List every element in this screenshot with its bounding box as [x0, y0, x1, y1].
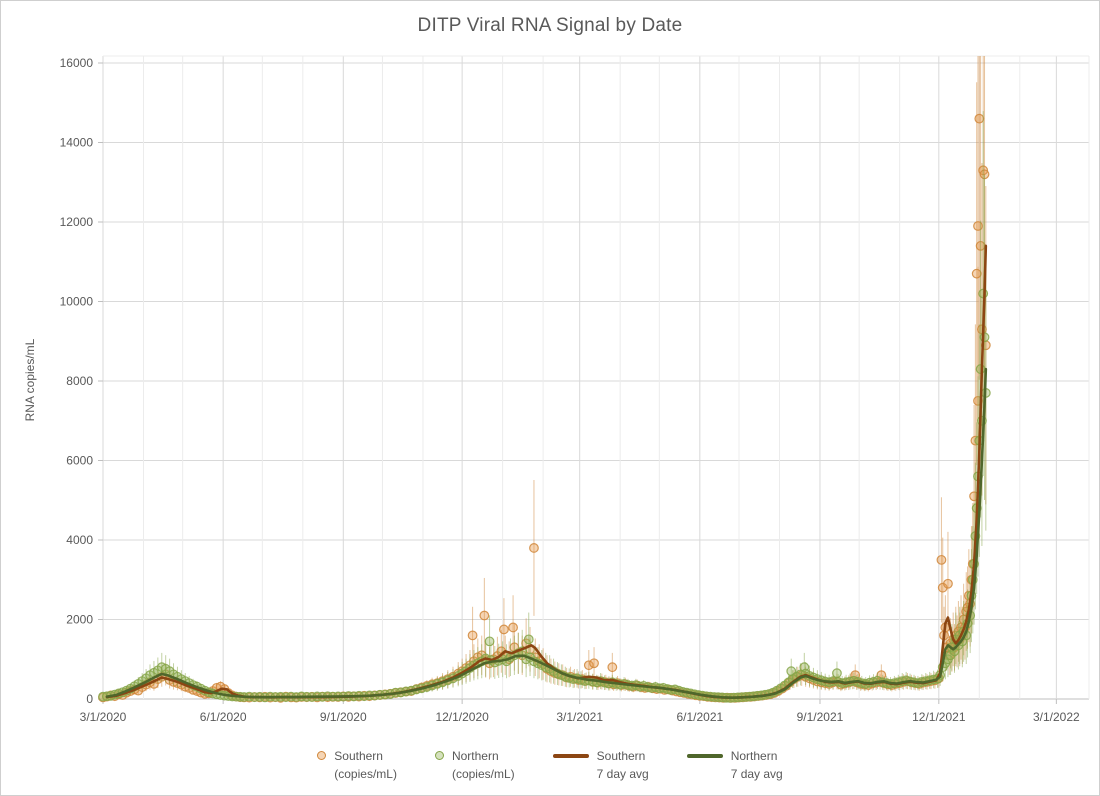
legend-item-southern-avg: Southern 7 day avg	[552, 748, 649, 783]
y-tick-label: 8000	[66, 374, 93, 388]
scatter-series	[98, 56, 991, 703]
data-point	[979, 332, 990, 343]
legend-label-line2: (copies/mL)	[334, 766, 397, 781]
avg-line	[105, 244, 988, 700]
y-tick-label: 16000	[60, 56, 94, 70]
legend-label: Northern 7 day avg	[731, 748, 783, 783]
data-point	[832, 668, 842, 679]
data-point	[936, 554, 947, 565]
y-tick-label: 6000	[66, 454, 93, 468]
legend-label-line2: 7 day avg	[730, 766, 783, 781]
y-tick-label: 12000	[60, 215, 94, 229]
chart-title: DITP Viral RNA Signal by Date	[417, 15, 683, 36]
legend-label-line1: Northern	[451, 749, 499, 764]
data-point	[607, 662, 618, 673]
legend-label-line1: Southern	[596, 749, 646, 764]
legend-item-northern-scatter: Northern (copies/mL)	[434, 748, 515, 783]
x-tick-label: 6/1/2021	[676, 710, 723, 724]
data-point	[484, 636, 495, 647]
data-point	[479, 610, 490, 621]
x-tick-label: 3/1/2020	[80, 710, 127, 724]
y-tick-label: 14000	[60, 136, 94, 150]
legend-label-line1: Southern	[334, 749, 383, 764]
x-tick-label: 12/1/2020	[435, 710, 489, 724]
data-point	[508, 622, 518, 633]
southern-line-icon	[552, 754, 589, 759]
northern-line-icon	[686, 754, 723, 759]
legend-label: Northern (copies/mL)	[452, 748, 515, 783]
avg-line	[105, 367, 988, 699]
data-point	[974, 113, 985, 124]
y-tick-label: 0	[86, 692, 93, 706]
legend-label: Southern 7 day avg	[597, 748, 649, 783]
legend-item-southern-scatter: Southern (copies/mL)	[317, 748, 397, 783]
y-tick-label: 4000	[66, 533, 93, 547]
y-tick-label: 2000	[66, 613, 93, 627]
y-tick-label: 10000	[60, 295, 94, 309]
x-tick-label: 6/1/2020	[200, 710, 247, 724]
legend-label-line2: 7 day avg	[596, 766, 649, 781]
x-tick-label: 3/1/2022	[1033, 710, 1080, 724]
northern-marker-icon	[434, 751, 444, 761]
x-tick-label: 3/1/2021	[556, 710, 603, 724]
legend-label-line1: Northern	[730, 749, 778, 764]
data-layer	[98, 56, 991, 703]
legend-label-line2: (copies/mL)	[451, 766, 515, 781]
data-point	[499, 624, 509, 635]
x-tick-label: 9/1/2021	[797, 710, 844, 724]
legend-item-northern-avg: Northern 7 day avg	[686, 748, 783, 783]
data-point	[943, 578, 953, 589]
data-point	[523, 634, 534, 645]
data-point	[971, 268, 982, 279]
data-point	[583, 660, 594, 671]
x-tick-label: 9/1/2020	[320, 710, 367, 724]
scatter-series	[98, 111, 991, 703]
legend: Southern (copies/mL) Northern (copies/mL…	[1, 748, 1099, 783]
x-tick-label: 12/1/2021	[912, 710, 966, 724]
data-point	[529, 543, 539, 553]
southern-marker-icon	[317, 751, 327, 761]
data-point	[467, 630, 478, 641]
data-point	[589, 658, 599, 669]
legend-label: Southern (copies/mL)	[334, 748, 397, 783]
